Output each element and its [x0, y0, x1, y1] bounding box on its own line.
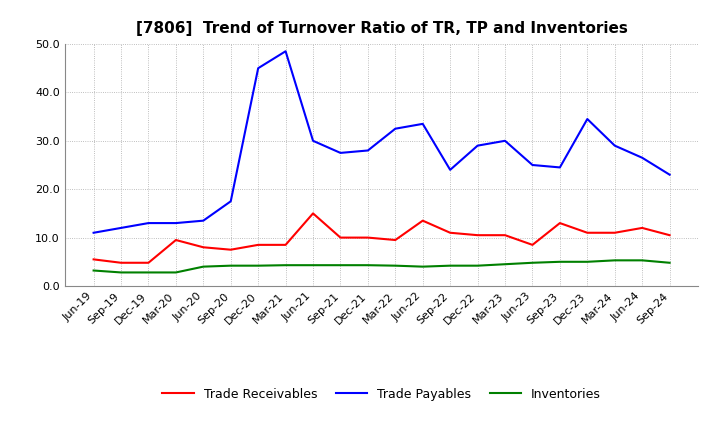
Trade Receivables [528, 242, 537, 247]
Trade Payables [446, 167, 454, 172]
Trade Receivables [473, 232, 482, 238]
Trade Payables [500, 138, 509, 143]
Inventories [309, 263, 318, 268]
Trade Payables [583, 116, 592, 121]
Inventories [282, 263, 290, 268]
Trade Receivables [583, 230, 592, 235]
Line: Trade Receivables: Trade Receivables [94, 213, 670, 263]
Inventories [391, 263, 400, 268]
Inventories [144, 270, 153, 275]
Inventories [89, 268, 98, 273]
Trade Receivables [199, 245, 207, 250]
Trade Receivables [556, 220, 564, 226]
Trade Payables [418, 121, 427, 127]
Inventories [364, 263, 372, 268]
Trade Payables [199, 218, 207, 223]
Inventories [528, 260, 537, 265]
Inventories [500, 261, 509, 267]
Trade Payables [254, 66, 263, 71]
Trade Payables [336, 150, 345, 156]
Line: Trade Payables: Trade Payables [94, 51, 670, 233]
Line: Inventories: Inventories [94, 260, 670, 272]
Trade Receivables [665, 232, 674, 238]
Inventories [665, 260, 674, 265]
Trade Payables [611, 143, 619, 148]
Trade Receivables [500, 232, 509, 238]
Inventories [254, 263, 263, 268]
Trade Receivables [446, 230, 454, 235]
Inventories [446, 263, 454, 268]
Trade Receivables [144, 260, 153, 265]
Trade Payables [528, 162, 537, 168]
Trade Receivables [364, 235, 372, 240]
Trade Payables [473, 143, 482, 148]
Trade Payables [282, 48, 290, 54]
Inventories [611, 258, 619, 263]
Trade Receivables [282, 242, 290, 247]
Inventories [556, 259, 564, 264]
Trade Receivables [254, 242, 263, 247]
Inventories [226, 263, 235, 268]
Trade Receivables [171, 238, 180, 243]
Trade Receivables [391, 238, 400, 243]
Trade Receivables [638, 225, 647, 231]
Trade Payables [391, 126, 400, 131]
Inventories [473, 263, 482, 268]
Trade Payables [171, 220, 180, 226]
Inventories [171, 270, 180, 275]
Legend: Trade Receivables, Trade Payables, Inventories: Trade Receivables, Trade Payables, Inven… [157, 383, 606, 406]
Inventories [336, 263, 345, 268]
Trade Receivables [418, 218, 427, 223]
Inventories [418, 264, 427, 269]
Trade Payables [638, 155, 647, 160]
Trade Payables [309, 138, 318, 143]
Title: [7806]  Trend of Turnover Ratio of TR, TP and Inventories: [7806] Trend of Turnover Ratio of TR, TP… [135, 21, 628, 36]
Trade Payables [556, 165, 564, 170]
Trade Receivables [117, 260, 125, 265]
Inventories [199, 264, 207, 269]
Inventories [117, 270, 125, 275]
Trade Payables [89, 230, 98, 235]
Inventories [583, 259, 592, 264]
Inventories [638, 258, 647, 263]
Trade Payables [364, 148, 372, 153]
Trade Payables [665, 172, 674, 177]
Trade Payables [117, 225, 125, 231]
Trade Payables [226, 198, 235, 204]
Trade Payables [144, 220, 153, 226]
Trade Receivables [226, 247, 235, 253]
Trade Receivables [336, 235, 345, 240]
Trade Receivables [309, 211, 318, 216]
Trade Receivables [611, 230, 619, 235]
Trade Receivables [89, 257, 98, 262]
